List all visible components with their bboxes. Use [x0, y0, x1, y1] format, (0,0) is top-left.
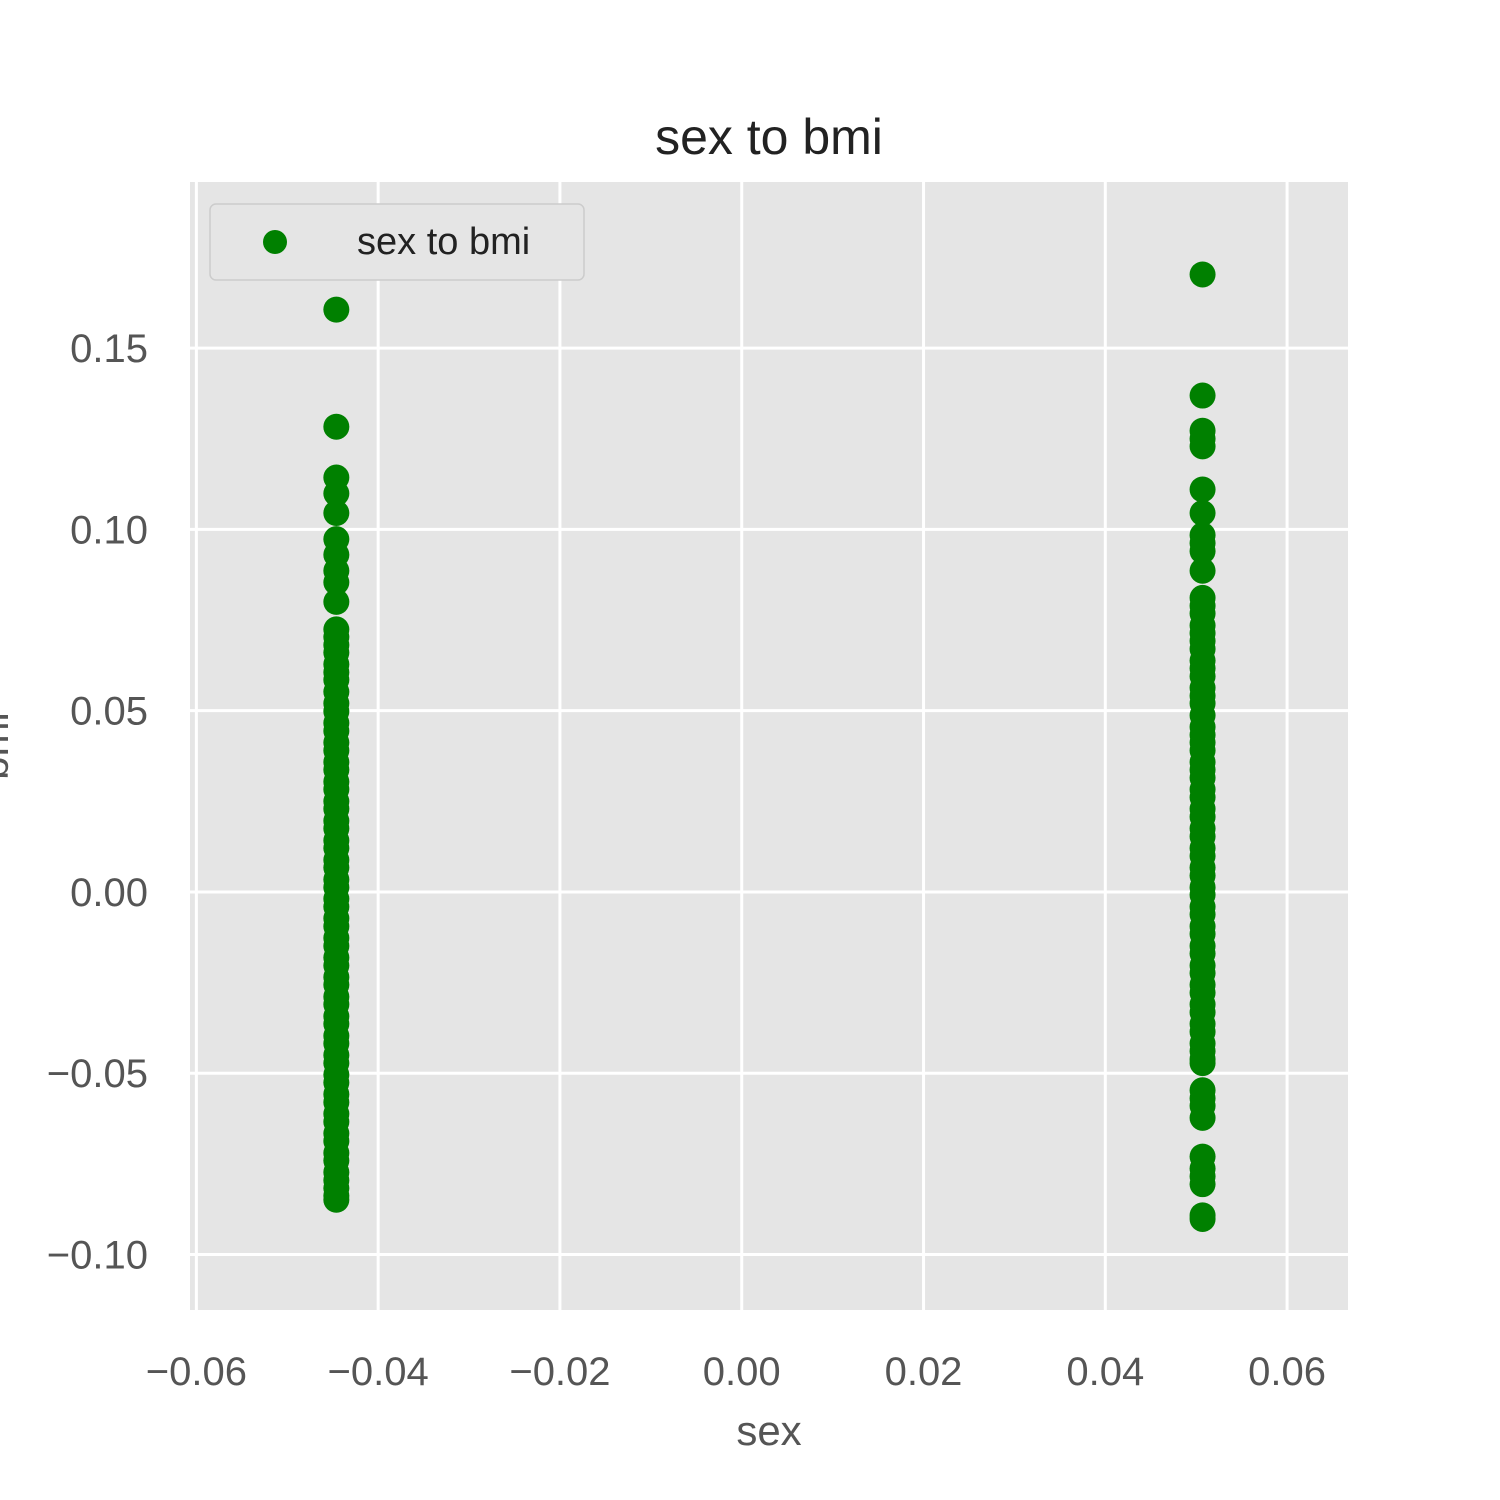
x-tick-label: 0.02	[885, 1350, 963, 1394]
grid-lines	[190, 182, 1348, 1310]
x-tick-label: 0.04	[1066, 1350, 1144, 1394]
x-tick-label: 0.00	[703, 1350, 781, 1394]
data-point	[1189, 433, 1216, 460]
data-point	[323, 480, 350, 507]
data-point	[1189, 1171, 1216, 1198]
data-point	[323, 413, 350, 440]
y-tick-label: 0.15	[70, 327, 148, 371]
data-point	[1189, 1050, 1216, 1077]
data-point	[1189, 1205, 1216, 1232]
y-tick-label: −0.10	[47, 1234, 148, 1278]
legend-entry-label: sex to bmi	[357, 221, 530, 263]
data-point	[1189, 382, 1216, 409]
data-point	[1189, 261, 1216, 288]
x-tick-labels: −0.06 −0.04 −0.02 0.00 0.02 0.04 0.06	[146, 1350, 1326, 1394]
data-point	[1189, 476, 1216, 503]
data-point	[1189, 1104, 1216, 1131]
data-point	[323, 500, 350, 527]
chart-title: sex to bmi	[655, 109, 883, 165]
x-tick-label: −0.02	[509, 1350, 610, 1394]
x-tick-label: −0.06	[146, 1350, 247, 1394]
data-points	[323, 261, 1216, 1232]
x-axis-label: sex	[736, 1407, 801, 1454]
data-point	[1189, 500, 1216, 527]
data-point	[1189, 538, 1216, 565]
y-tick-labels: −0.10 −0.05 0.00 0.05 0.10 0.15	[47, 327, 148, 1277]
x-tick-label: −0.04	[328, 1350, 429, 1394]
data-point	[323, 1186, 350, 1213]
data-point	[323, 588, 350, 615]
plot-area	[190, 182, 1348, 1310]
x-tick-label: 0.06	[1248, 1350, 1326, 1394]
y-axis-label: bmi	[0, 712, 17, 780]
y-tick-label: 0.10	[70, 508, 148, 552]
data-point	[323, 296, 350, 323]
data-point	[1189, 557, 1216, 584]
y-tick-label: 0.00	[70, 871, 148, 915]
legend: sex to bmi	[209, 203, 585, 281]
y-tick-label: −0.05	[47, 1052, 148, 1096]
legend-marker	[263, 230, 287, 254]
legend-box	[209, 203, 585, 281]
data-point	[323, 569, 350, 596]
y-tick-label: 0.05	[70, 690, 148, 734]
